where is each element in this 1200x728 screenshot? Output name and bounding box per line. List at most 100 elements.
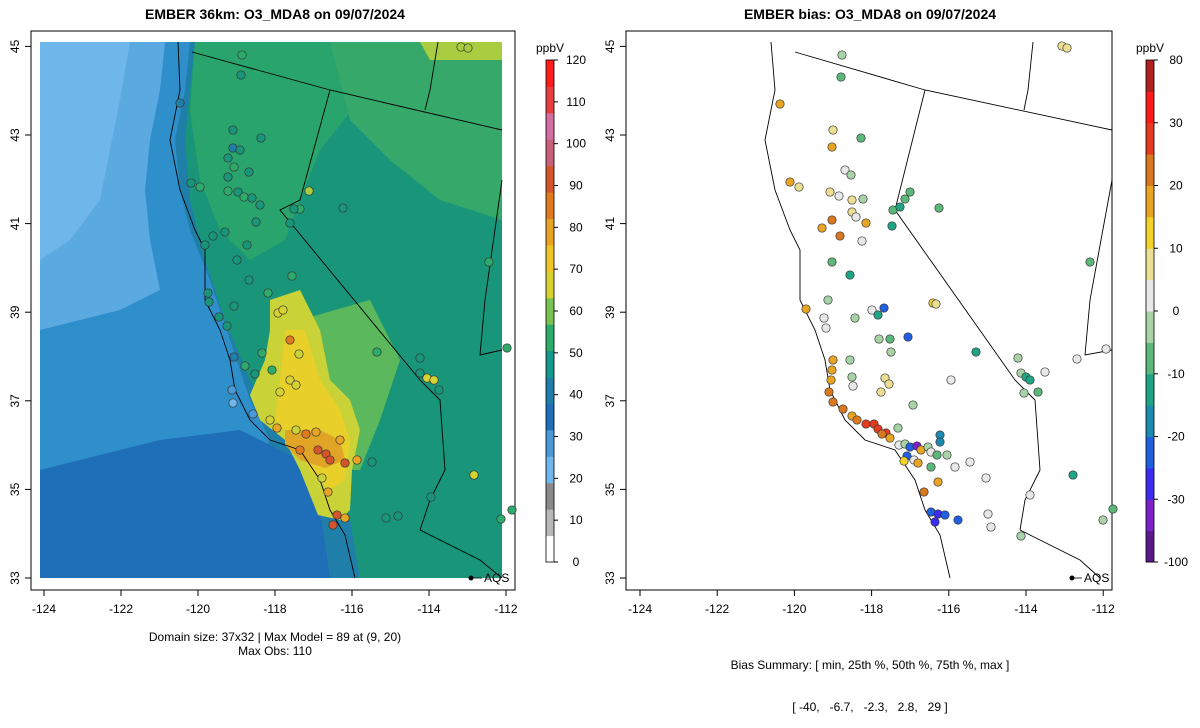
right-colorbar-segment [1146,216,1154,249]
left-station-point [393,511,403,521]
right-station-point [857,236,867,246]
left-plot-frame [30,30,516,591]
left-colorbar-tick-label: 10 [569,513,583,527]
left-coastline [169,41,356,579]
right-station-point [836,72,846,82]
left-station-point [294,349,304,359]
right-station-point [1108,504,1118,514]
left-colorbar-segment [546,509,554,537]
right-station-point [847,372,857,382]
right-station-point [950,462,960,472]
right-station-point [825,187,835,197]
left-station-point [223,172,233,182]
right-station-point [1062,43,1072,53]
right-x-tick-label: -118 [860,602,883,616]
left-colorbar-tick-label: 120 [566,53,586,67]
left-colorbar-segment [546,60,554,87]
left-station-point [311,427,321,437]
left-colorbar-tick-label: 40 [569,388,583,402]
left-x-tick-label: -118 [263,602,286,616]
right-station-point [903,332,913,342]
left-station-point [367,457,377,467]
left-station-point [295,445,305,455]
left-colorbar-segment [546,377,554,404]
right-station-point [826,375,836,385]
left-station-point [340,513,350,523]
right-station-point [926,462,936,472]
left-ut-border [479,179,503,356]
right-map-panel [764,41,1112,579]
right-station-point [893,423,903,433]
left-x-tick-label: -122 [109,602,133,616]
right-colorbar-tick-label: -20 [1167,430,1185,444]
right-station-points [775,41,1118,541]
right-station-point [827,142,837,152]
left-station-point [463,43,473,53]
right-station-point [828,355,838,365]
right-station-point [852,415,862,425]
right-station-point [828,397,838,407]
left-az-border [419,529,503,579]
left-station-point [237,50,247,60]
right-station-point [934,203,944,213]
right-station-point [794,182,804,192]
left-station-point [255,200,265,210]
left-station-point [200,240,210,250]
right-footer: Bias Summary: [ min, 25th %, 50th %, 75t… [620,630,1120,728]
left-station-point [251,217,261,227]
right-station-point [935,437,945,447]
right-station-point [940,510,950,520]
right-colorbar-tick-label: 0 [1173,304,1180,318]
right-y-tick-label: 43 [603,128,617,142]
right-station-point [850,313,860,323]
right-station-point [1033,387,1043,397]
left-colorbar-segment [546,324,554,352]
left-station-point [208,231,218,241]
left-x-tick-label: -114 [417,602,440,616]
right-or-border [794,51,1112,131]
right-station-point [801,304,811,314]
right-x-tick-label: -112 [1092,602,1115,616]
left-station-point [507,505,517,515]
right-colorbar-segment [1146,60,1154,92]
right-station-point [887,221,897,231]
right-station-point [965,457,975,467]
left-colorbar-tick-label: 50 [569,346,583,360]
left-station-point [244,275,254,285]
right-colorbar-segment [1146,373,1154,406]
right-station-point [930,517,940,527]
right-y-tick-label: 35 [603,482,617,496]
right-station-point [885,334,895,344]
left-station-point [247,193,257,203]
left-colorbar-segment [546,429,554,457]
right-station-point [877,429,887,439]
left-colorbar-segment [546,192,554,220]
right-y-tick-label: 33 [603,571,617,585]
right-station-point [932,450,942,460]
right-colorbar-tick-label: -100 [1164,555,1188,569]
right-station-point [861,419,871,429]
right-colorbar-tick-label: -10 [1167,367,1185,381]
left-station-point [265,415,275,425]
right-station-point [835,231,845,241]
right-x-tick-label: -122 [705,602,729,616]
left-station-point [301,429,311,439]
right-station-point [884,379,894,389]
right-colorbar-segment [1146,499,1154,532]
left-station-point [287,271,297,281]
right-station-point [848,381,858,391]
left-station-point [229,162,239,172]
left-station-point [323,487,333,497]
right-colorbar-segment [1146,122,1154,155]
right-colorbar-segment [1146,91,1154,124]
left-station-point [317,473,327,483]
left-colorbar-unit: ppbV [536,41,564,55]
left-station-point [469,470,479,480]
left-station-point [381,513,391,523]
left-colorbar-tick-label: 60 [569,304,583,318]
right-station-point [983,509,993,519]
left-station-point [325,455,335,465]
right-colorbar-tick-label: 10 [1169,241,1183,255]
right-station-point [847,195,857,205]
right-station-point [1025,490,1035,500]
